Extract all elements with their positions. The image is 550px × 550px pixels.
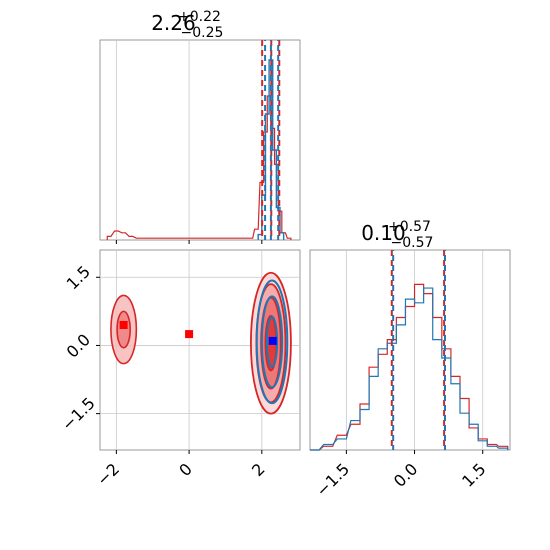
title-plus: +0.22: [178, 9, 221, 25]
x-tick-label: −1.5: [312, 459, 353, 500]
point-markers: [119, 321, 277, 345]
x-tick-labels: −2 0 2: [93, 450, 269, 490]
histogram-series-b: [310, 287, 509, 451]
tick-marks: [115, 240, 263, 244]
y-tick-label: −1.5: [58, 394, 99, 435]
title-value: 0.10: [361, 221, 406, 245]
x-tick-label: 2: [248, 459, 269, 480]
contour-a-small: [116, 310, 131, 349]
panel-title-bottom-right: 0.10 +0.57 −0.57: [361, 216, 436, 251]
panel-top-left-histogram: 2.26 +0.22 −0.25: [99, 6, 301, 244]
panel-frame: [309, 249, 511, 451]
x-tick-label: −2: [93, 459, 123, 489]
point-marker: [185, 330, 194, 339]
point-marker: [119, 321, 128, 329]
x-tick-label: 1.5: [458, 459, 489, 490]
y-tick-labels: −1.5 0.0 1.5: [58, 262, 100, 435]
title-value: 2.26: [151, 11, 196, 35]
title-minus: −0.57: [391, 235, 434, 251]
histograms: [310, 283, 509, 451]
panel-bottom-left-2d: −2 0 2 −1.5 0.0 1.5: [58, 249, 301, 490]
point-marker: [268, 336, 277, 345]
contour-b-main: [260, 295, 284, 389]
x-tick-labels: −1.5 0.0 1.5: [312, 450, 490, 500]
quantile-lines: [261, 40, 281, 240]
panel-title-top-left: 2.26 +0.22 −0.25: [151, 6, 226, 41]
panel-bottom-right-histogram: −1.5 0.0 1.5 0.10 +0.57 −0.57: [309, 216, 511, 500]
contour-b-main: [255, 279, 289, 405]
x-tick-label: 0.0: [390, 459, 421, 490]
y-tick-label: 0.0: [63, 330, 94, 361]
panel-frame: [99, 39, 301, 241]
y-tick-label: 1.5: [63, 262, 94, 293]
x-tick-label: 0: [175, 459, 196, 480]
title-plus: +0.57: [388, 219, 431, 235]
title-minus: −0.25: [181, 25, 224, 41]
grid-lines: [345, 250, 484, 450]
quantile-lines: [390, 250, 446, 450]
contour-b-main: [265, 315, 279, 368]
